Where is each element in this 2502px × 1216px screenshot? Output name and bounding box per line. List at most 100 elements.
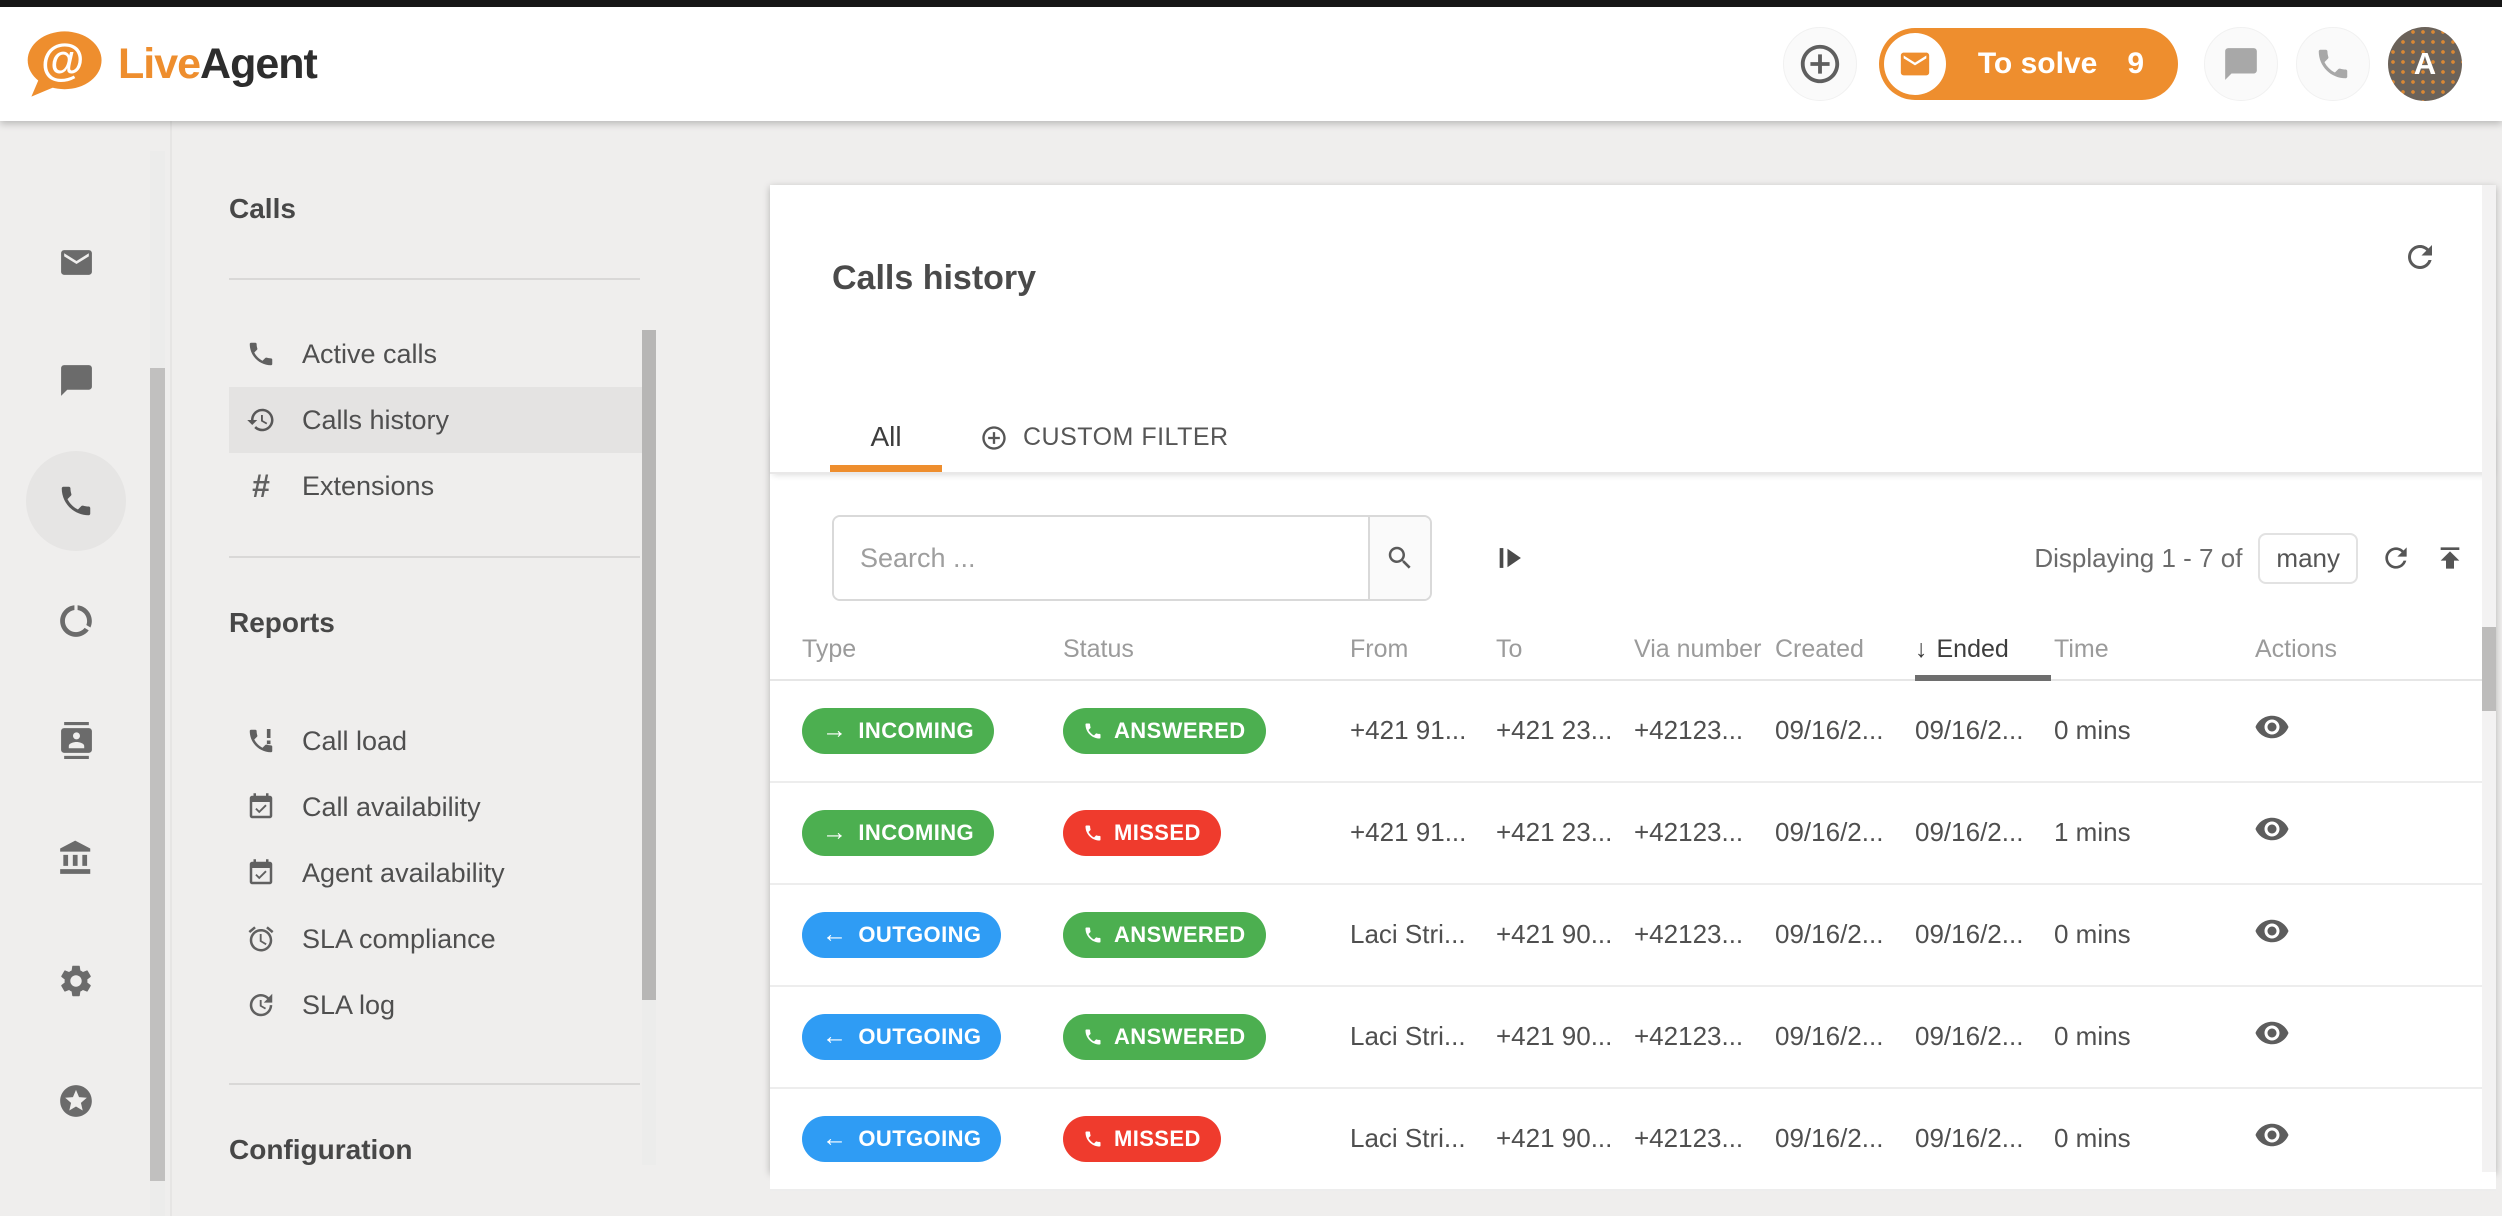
table-scrollbar-thumb[interactable]	[2482, 627, 2496, 711]
cell-created: 09/16/2...	[1775, 1021, 1884, 1052]
rail-departments-item[interactable]	[26, 808, 126, 908]
logo-text: LiveAgent	[118, 39, 318, 88]
icon-rail	[0, 121, 170, 1216]
column-header-time[interactable]: Time	[2054, 635, 2109, 664]
table-row[interactable]: ← OUTGOING ANSWERED Laci Stri... +421 90.…	[770, 986, 2496, 1089]
alarm-icon	[246, 924, 276, 954]
table-row[interactable]: ← OUTGOING ANSWERED Laci Stri... +421 90.…	[770, 884, 2496, 987]
user-avatar[interactable]: A	[2388, 27, 2462, 101]
sidebar-item-sla-log[interactable]: SLA log	[229, 972, 642, 1038]
phone-icon	[1085, 1029, 1101, 1045]
view-call-button[interactable]	[2254, 1015, 2290, 1051]
panel-refresh-button[interactable]	[2402, 239, 2438, 275]
eye-icon	[2254, 913, 2290, 949]
tab-bar: All CUSTOM FILTER	[770, 411, 2496, 474]
column-header-status[interactable]: Status	[1063, 635, 1134, 664]
sidebar-item-calls-history[interactable]: Calls history	[229, 387, 642, 453]
calls-button[interactable]	[2296, 27, 2370, 101]
rail-customers-item[interactable]	[26, 690, 126, 790]
tab-custom-filter[interactable]: CUSTOM FILTER	[980, 411, 1229, 472]
scroll-to-top-button[interactable]	[2434, 542, 2466, 574]
liveagent-logo[interactable]: @ LiveAgent	[24, 30, 318, 98]
cell-ended: 09/16/2...	[1915, 1123, 2024, 1154]
arrow-left-icon: ←	[822, 1022, 848, 1051]
sidebar-heading-configuration: Configuration	[229, 1134, 413, 1165]
displaying-text: Displaying 1 - 7 of	[2034, 542, 2243, 573]
sidebar-item-label: SLA log	[302, 989, 396, 1020]
add-new-button[interactable]	[1782, 27, 1857, 101]
search-box	[832, 515, 1432, 602]
sidebar-item-agent-availability[interactable]: Agent availability	[229, 840, 642, 906]
type-badge: ← OUTGOING	[802, 911, 1002, 958]
tab-all[interactable]: All	[830, 411, 942, 472]
sidebar-divider	[229, 1083, 640, 1085]
eye-icon	[2254, 1117, 2290, 1153]
table-row[interactable]: ← OUTGOING MISSED Laci Stri... +421 90...…	[770, 1088, 2496, 1191]
rail-automation-item[interactable]	[26, 571, 126, 671]
view-call-button[interactable]	[2254, 1117, 2290, 1153]
cell-via-number: +42123...	[1634, 1123, 1744, 1154]
phone-icon	[1085, 825, 1101, 841]
add-circle-icon	[980, 424, 1008, 452]
sidebar-item-label: SLA compliance	[302, 923, 496, 954]
view-call-button[interactable]	[2254, 913, 2290, 949]
table-row[interactable]: → INCOMING ANSWERED +421 91... +421 23...…	[770, 680, 2496, 783]
departments-icon	[57, 839, 95, 877]
export-forward-button[interactable]	[1494, 541, 1528, 575]
settings-gear-icon	[57, 962, 95, 1000]
calls-history-panel: Calls history All CUSTOM FILTER Displayi…	[770, 185, 2496, 1191]
total-count-chip[interactable]: many	[2258, 532, 2358, 584]
list-refresh-button[interactable]	[2380, 542, 2412, 574]
cell-to: +421 90...	[1496, 919, 1613, 950]
view-call-button[interactable]	[2254, 709, 2290, 745]
cell-time: 0 mins	[2054, 715, 2131, 746]
cell-created: 09/16/2...	[1775, 817, 1884, 848]
rail-getting-started-item[interactable]	[26, 1051, 126, 1151]
view-call-button[interactable]	[2254, 811, 2290, 847]
status-badge: ANSWERED	[1063, 1013, 1266, 1060]
sidebar-scrollbar[interactable]	[642, 330, 656, 1165]
column-header-created[interactable]: Created	[1775, 635, 1864, 664]
sidebar-divider	[229, 556, 640, 558]
chats-button[interactable]	[2204, 27, 2278, 101]
sidebar-item-call-availability[interactable]: Call availability	[229, 774, 642, 840]
table-row[interactable]: → INCOMING MISSED +421 91... +421 23... +…	[770, 782, 2496, 885]
sidebar-item-active-calls[interactable]: Active calls	[229, 321, 642, 387]
rail-calls-item[interactable]	[26, 451, 126, 551]
cell-created: 09/16/2...	[1775, 715, 1884, 746]
rail-scrollbar-thumb[interactable]	[150, 368, 165, 1181]
cell-via-number: +42123...	[1634, 715, 1744, 746]
envelope-icon	[1883, 33, 1946, 95]
column-header-ended[interactable]: ↓ Ended	[1915, 635, 2009, 664]
cell-time: 0 mins	[2054, 1021, 2131, 1052]
column-header-from[interactable]: From	[1350, 635, 1409, 664]
sidebar-scrollbar-thumb[interactable]	[642, 330, 656, 1000]
column-header-type[interactable]: Type	[802, 635, 857, 664]
cell-to: +421 23...	[1496, 715, 1613, 746]
arrow-left-icon: ←	[822, 920, 848, 949]
table-scrollbar[interactable]	[2482, 185, 2496, 1172]
sidebar-item-extensions[interactable]: # Extensions	[229, 453, 642, 519]
column-header-to[interactable]: To	[1496, 635, 1523, 664]
cell-to: +421 90...	[1496, 1123, 1613, 1154]
arrow-right-icon: →	[822, 818, 848, 847]
rail-settings-item[interactable]	[26, 931, 126, 1031]
search-button[interactable]	[1368, 517, 1430, 600]
phone-icon	[1085, 927, 1101, 943]
to-solve-button[interactable]: To solve 9	[1878, 28, 2178, 100]
logo-bubble-icon: @	[24, 30, 104, 98]
star-circle-icon	[57, 1082, 95, 1120]
phone-icon	[2314, 45, 2352, 83]
cell-ended: 09/16/2...	[1915, 817, 2024, 848]
eye-icon	[2254, 709, 2290, 745]
cell-to: +421 23...	[1496, 817, 1613, 848]
sidebar-item-call-load[interactable]: Call load	[229, 708, 642, 774]
search-input[interactable]	[834, 517, 1368, 600]
sidebar-item-sla-compliance[interactable]: SLA compliance	[229, 906, 642, 972]
sort-desc-arrow-icon: ↓	[1915, 635, 1928, 664]
secondary-sidebar: Calls Active calls Calls history # Exten…	[170, 121, 656, 1216]
rail-tickets-item[interactable]	[26, 212, 126, 312]
rail-scrollbar[interactable]	[150, 151, 165, 1216]
column-header-via-number[interactable]: Via number	[1634, 635, 1762, 664]
rail-chats-item[interactable]	[26, 330, 126, 430]
